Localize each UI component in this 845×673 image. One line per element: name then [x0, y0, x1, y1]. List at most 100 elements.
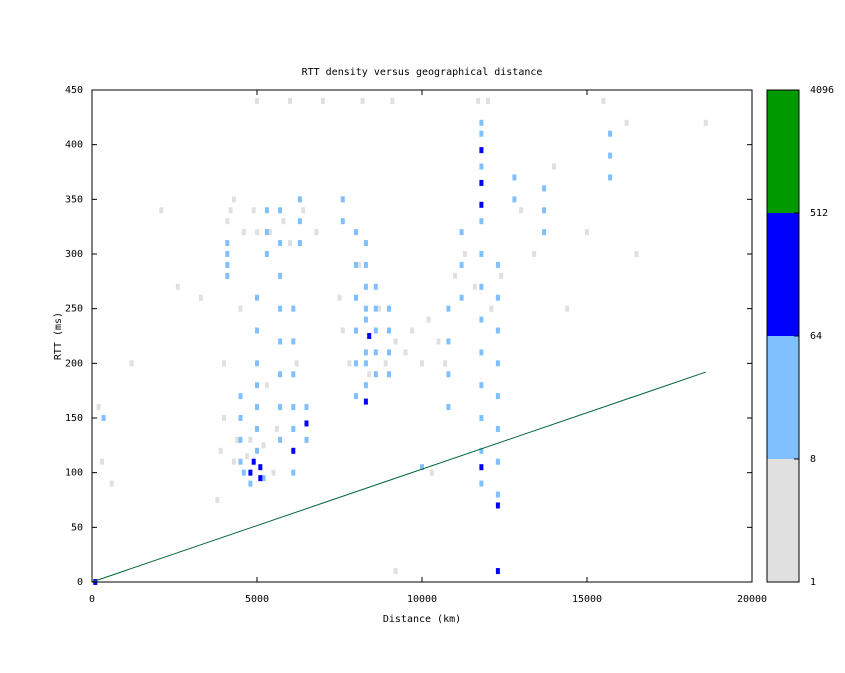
density-cell [255, 229, 259, 236]
density-cell [291, 371, 296, 378]
density-cell [453, 272, 457, 279]
density-cell [495, 261, 500, 268]
density-cell [542, 207, 547, 214]
density-cell [373, 283, 378, 290]
density-cell [241, 469, 246, 476]
density-cell [420, 360, 424, 367]
density-cell [373, 305, 378, 312]
density-cell [479, 464, 484, 471]
density-cell [479, 147, 484, 154]
density-cell [410, 327, 415, 334]
density-cell [585, 229, 589, 236]
density-cell [360, 97, 365, 104]
y-tick-label: 400 [65, 140, 83, 151]
y-tick-label: 50 [71, 522, 83, 533]
density-cell [231, 458, 236, 465]
density-cell [367, 333, 372, 339]
density-cell [446, 371, 451, 378]
density-cell [479, 349, 484, 356]
colorbar-band [767, 213, 799, 336]
density-cell [479, 130, 484, 137]
density-cell [264, 382, 269, 389]
density-cell [565, 305, 570, 312]
y-axis-label: RTT (ms) [53, 312, 64, 360]
density-cell [321, 97, 325, 104]
density-cell [314, 229, 319, 236]
density-cell [363, 360, 368, 367]
reference-line [91, 371, 706, 583]
density-cell [225, 251, 230, 257]
density-cell [479, 480, 484, 487]
density-cell [109, 480, 114, 487]
density-cell [225, 240, 230, 247]
density-cell [552, 163, 556, 170]
density-cell [519, 207, 523, 214]
colorbar-band [767, 459, 799, 582]
density-cell [291, 469, 296, 476]
density-cell [495, 393, 500, 400]
density-cell [278, 436, 283, 443]
density-cell [218, 447, 223, 454]
y-tick-label: 450 [65, 85, 83, 96]
density-cell [462, 251, 467, 257]
density-cell [225, 272, 230, 279]
density-cell [495, 491, 500, 498]
density-cell [297, 240, 302, 247]
chart-title: RTT density versus geographical distance [302, 67, 543, 78]
density-cell [608, 152, 613, 159]
density-cell [383, 360, 388, 367]
density-cell [495, 425, 500, 432]
y-tick-label: 0 [77, 577, 83, 588]
x-tick-label: 20000 [737, 594, 767, 605]
density-cell [251, 207, 256, 214]
colorbar-band [767, 90, 799, 213]
density-cell [264, 207, 269, 214]
density-cell [532, 251, 537, 257]
density-cell [373, 349, 378, 356]
density-cell [363, 305, 368, 312]
density-cell [373, 371, 378, 378]
density-cell [245, 453, 250, 460]
density-cell [291, 404, 296, 411]
density-cell [225, 218, 230, 225]
density-cell [703, 119, 708, 126]
density-cell [261, 475, 266, 482]
density-cell [476, 97, 481, 104]
density-cell [248, 480, 253, 487]
density-cell [264, 251, 269, 257]
density-cell [608, 174, 613, 181]
density-cell [231, 196, 236, 203]
density-cell [291, 305, 296, 312]
density-cell [624, 119, 629, 126]
density-cell [446, 305, 451, 312]
density-cell [255, 360, 259, 367]
density-cell [255, 447, 259, 454]
density-cell [472, 283, 477, 290]
density-cell [512, 174, 517, 181]
density-cell [479, 382, 484, 389]
density-cell [255, 425, 259, 432]
density-cell [261, 442, 266, 449]
density-cell [301, 207, 306, 214]
density-cell [354, 229, 358, 236]
density-cell [363, 382, 368, 389]
density-cell [175, 283, 180, 290]
density-cell [479, 201, 484, 208]
density-cell [495, 502, 500, 509]
density-cell [258, 464, 263, 471]
density-cell [248, 436, 253, 443]
density-cell [393, 338, 398, 345]
density-cell [228, 207, 233, 214]
density-cell [278, 207, 283, 214]
density-cell [459, 229, 464, 236]
density-cell [387, 327, 391, 334]
density-cell [354, 327, 358, 334]
density-cell [387, 371, 391, 378]
density-cell [479, 119, 484, 126]
density-cell [238, 436, 243, 443]
density-cell [489, 305, 494, 312]
density-cell [238, 305, 243, 312]
density-cell [291, 338, 296, 345]
density-cell [479, 415, 484, 421]
density-cell [258, 475, 263, 482]
